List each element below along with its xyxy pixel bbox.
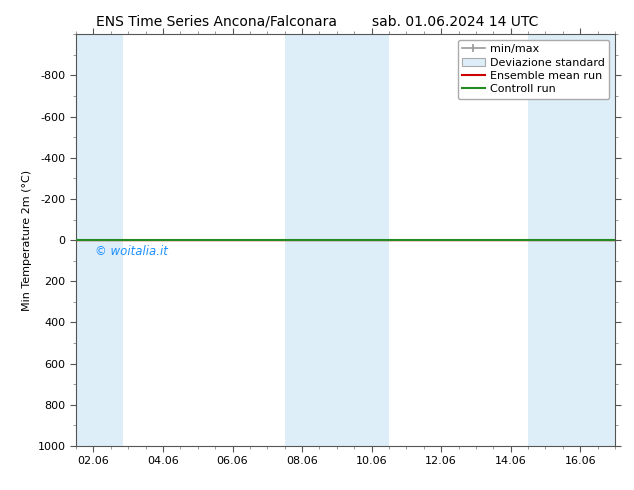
- Text: © woitalia.it: © woitalia.it: [95, 245, 168, 258]
- Legend: min/max, Deviazione standard, Ensemble mean run, Controll run: min/max, Deviazione standard, Ensemble m…: [458, 40, 609, 99]
- Bar: [528, 34, 615, 446]
- Bar: [285, 34, 389, 446]
- Bar: [76, 34, 123, 446]
- Y-axis label: Min Temperature 2m (°C): Min Temperature 2m (°C): [22, 170, 32, 311]
- Text: ENS Time Series Ancona/Falconara        sab. 01.06.2024 14 UTC: ENS Time Series Ancona/Falconara sab. 01…: [96, 15, 538, 29]
